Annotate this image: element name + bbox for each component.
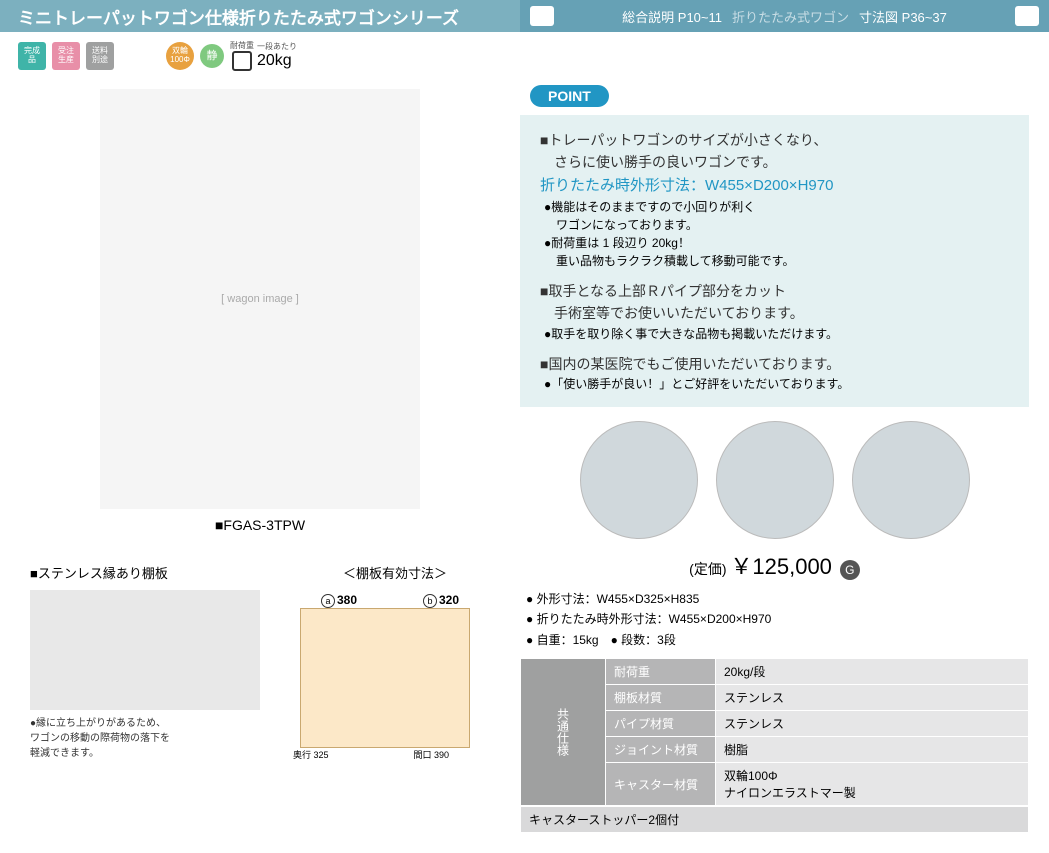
spec-table: 共通仕様 耐荷重20kg/段 棚板材質ステンレス パイプ材質ステンレス ジョイン… xyxy=(520,658,1029,806)
dim-title: ＜棚板有効寸法＞ xyxy=(300,563,490,582)
hand-right-icon xyxy=(1015,6,1039,26)
badge-order: 受注生産 xyxy=(52,42,80,70)
badge-ship: 送料別途 xyxy=(86,42,114,70)
load-capacity: 耐荷重 一段あたり 20kg xyxy=(230,40,297,71)
product-image: [ wagon image ] xyxy=(100,89,420,509)
price: (定価) ￥125,000 G xyxy=(520,549,1029,581)
badge-quiet: 静 xyxy=(200,44,224,68)
badge-row: 完成品 受注生産 送料別途 双輪100Φ 静 耐荷重 一段あたり 20kg xyxy=(0,32,1049,79)
circle-img-3 xyxy=(852,421,970,539)
model-number: ■FGAS-3TPW xyxy=(30,517,490,533)
nav-category: 折りたたみ式ワゴン xyxy=(732,7,849,26)
circle-img-2 xyxy=(716,421,834,539)
shelf-title: ■ステンレス縁あり棚板 xyxy=(30,563,280,582)
badge-wheel: 双輪100Φ xyxy=(166,42,194,70)
point-box: ■トレーパットワゴンのサイズが小さくなり、 さらに使い勝手の良いワゴンです。 折… xyxy=(520,115,1029,407)
nav-general: 総合説明 P10~11 xyxy=(622,7,722,26)
point-pill: POINT xyxy=(530,85,609,107)
load-icon xyxy=(232,51,252,71)
spec-footer: キャスターストッパー2個付 xyxy=(520,806,1029,833)
circle-img-1 xyxy=(580,421,698,539)
hand-left-icon xyxy=(530,6,554,26)
shelf-image xyxy=(30,590,260,710)
spec-bullets: ● 外形寸法：W455×D325×H835 ● 折りたたみ時外形寸法：W455×… xyxy=(520,589,1029,650)
dim-diagram: a380 b320 奥行 325 間口 390 xyxy=(300,608,470,748)
badge-complete: 完成品 xyxy=(18,42,46,70)
detail-circles xyxy=(520,421,1029,539)
header-bar: ミニトレーパットワゴン仕様折りたたみ式ワゴンシリーズ 総合説明 P10~11 折… xyxy=(0,0,1049,32)
g-badge: G xyxy=(840,560,860,580)
spec-side-label: 共通仕様 xyxy=(521,659,606,806)
nav-dims: 寸法図 P36~37 xyxy=(859,7,947,26)
page-title: ミニトレーパットワゴン仕様折りたたみ式ワゴンシリーズ xyxy=(0,0,520,32)
shelf-note: ●縁に立ち上がりがあるため、 ワゴンの移動の際荷物の落下を 軽減できます。 xyxy=(30,716,280,761)
header-nav: 総合説明 P10~11 折りたたみ式ワゴン 寸法図 P36~37 xyxy=(520,0,1049,32)
